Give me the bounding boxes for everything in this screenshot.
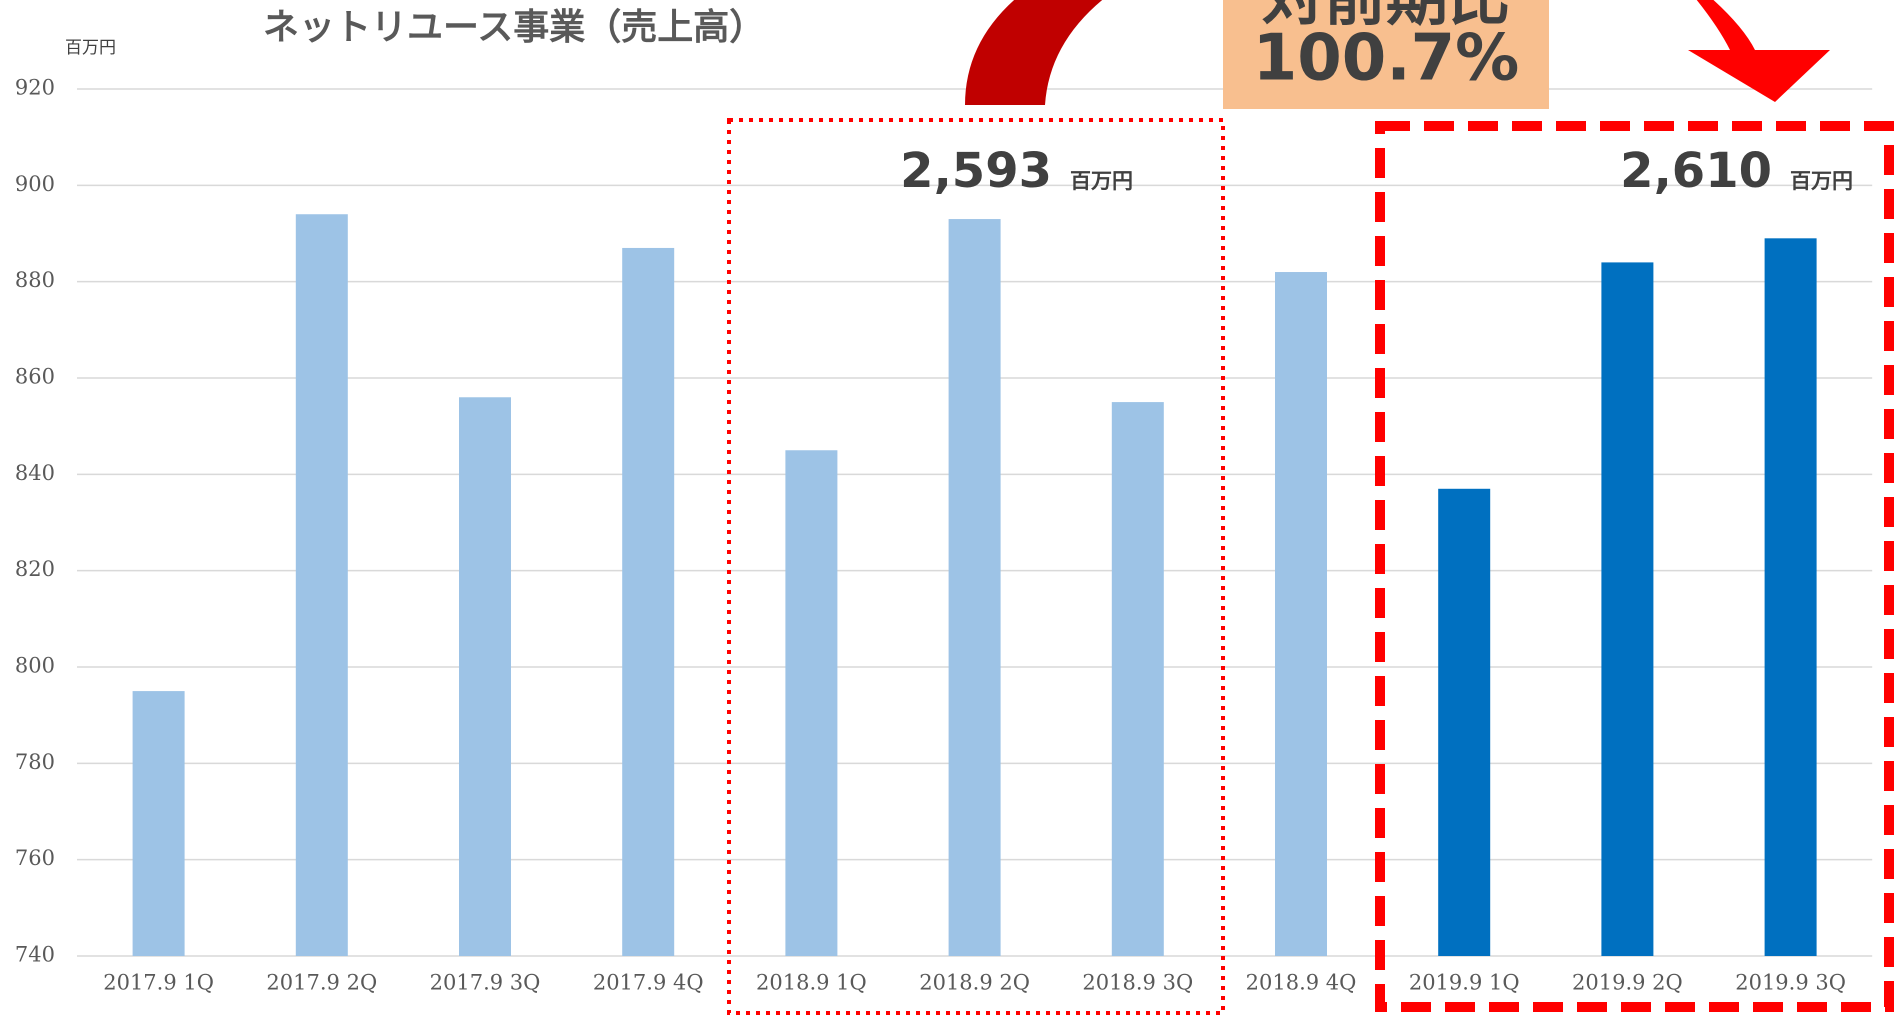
x-tick-label: 2017.9 2Q	[266, 971, 377, 995]
badge-label: 対前期比	[1262, 0, 1510, 34]
x-tick-label: 2018.9 3Q	[1082, 971, 1193, 995]
bar	[1275, 272, 1327, 956]
bar	[1601, 262, 1654, 956]
bar	[1438, 488, 1491, 956]
previous-total: 2,593	[900, 143, 1052, 199]
current-total: 2,610	[1620, 143, 1772, 199]
y-tick-label: 880	[15, 268, 55, 292]
bar	[1764, 238, 1817, 957]
bar	[132, 691, 185, 956]
badge-value: 100.7%	[1253, 22, 1520, 96]
y-tick-label: 920	[15, 76, 55, 100]
x-tick-label: 2019.9 2Q	[1572, 971, 1683, 995]
y-tick-label: 740	[15, 943, 55, 967]
bar	[1111, 402, 1164, 956]
previous-unit: 百万円	[1070, 169, 1133, 193]
y-unit: 百万円	[65, 38, 116, 58]
y-tick-label: 820	[15, 557, 55, 581]
y-tick-label: 900	[15, 172, 55, 196]
down-arrow	[1688, 0, 1830, 102]
x-tick-label: 2018.9 2Q	[919, 971, 1030, 995]
y-tick-label: 840	[15, 461, 55, 485]
y-tick-label: 760	[15, 846, 55, 870]
badge-box	[1223, 0, 1549, 109]
x-tick-label: 2019.9 1Q	[1409, 971, 1520, 995]
bar	[948, 219, 1001, 957]
x-tick-label: 2018.9 4Q	[1246, 971, 1357, 995]
x-tick-label: 2019.9 3Q	[1735, 971, 1846, 995]
x-tick-label: 2017.9 4Q	[593, 971, 704, 995]
bar	[459, 397, 511, 956]
current-unit: 百万円	[1790, 169, 1853, 193]
x-tick-label: 2017.9 1Q	[103, 971, 214, 995]
x-tick-label: 2018.9 1Q	[756, 971, 867, 995]
y-tick-label: 860	[15, 365, 55, 389]
arc-arrow	[965, 0, 1103, 105]
bar	[622, 247, 675, 956]
x-tick-label: 2017.9 3Q	[430, 971, 541, 995]
bar	[295, 214, 348, 956]
bar	[785, 450, 838, 956]
chart-title: ネットリユース事業（売上高）	[263, 6, 765, 48]
y-tick-label: 800	[15, 654, 55, 678]
previous-box	[727, 118, 1225, 1015]
current-box	[1375, 121, 1894, 1012]
y-tick-label: 780	[15, 750, 55, 774]
